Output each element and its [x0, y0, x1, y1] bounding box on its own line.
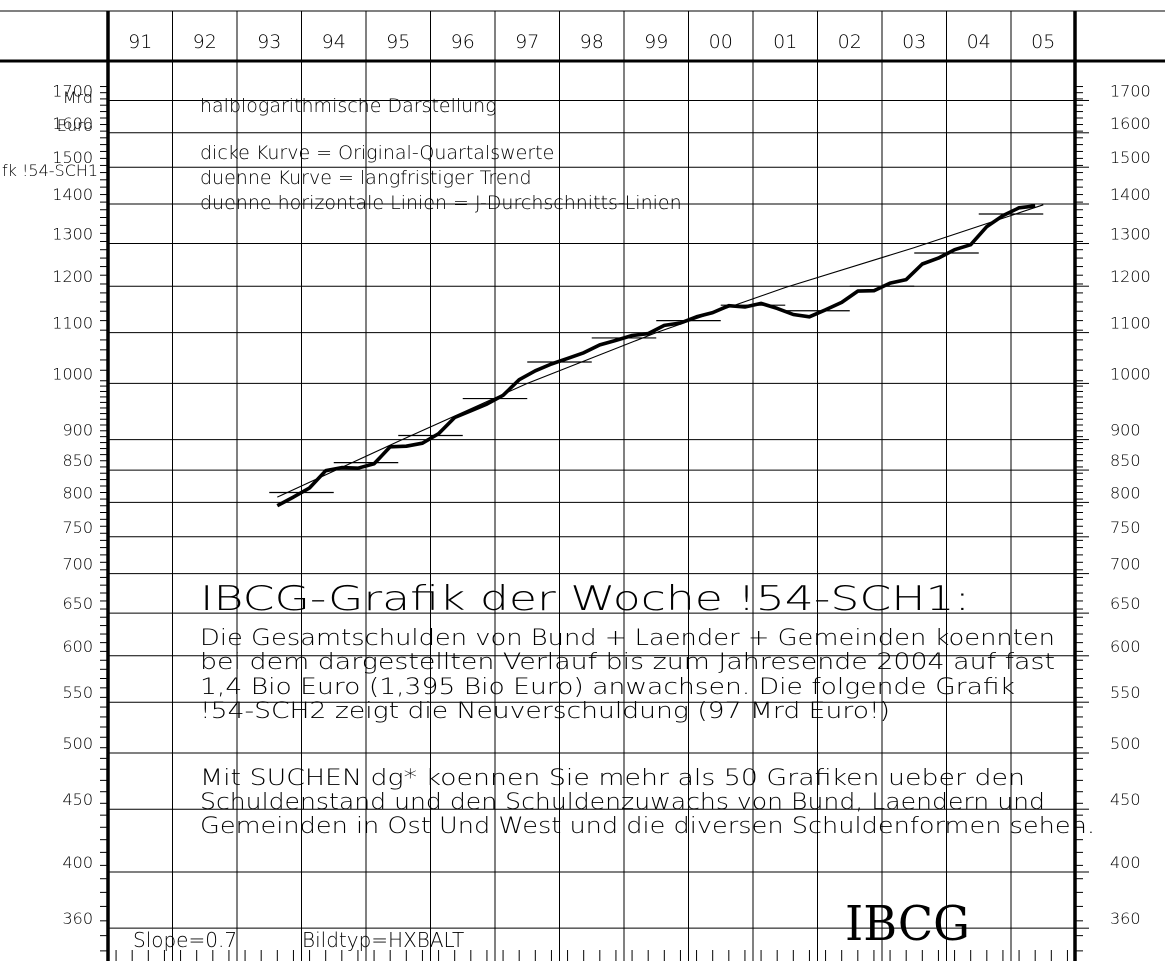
- footer-slope: Slope=0.7: [133, 928, 237, 952]
- paragraph-line: Gemeinden in Ost Und West und die divers…: [200, 814, 1095, 839]
- ibcg-logo: IBCG: [845, 896, 970, 952]
- left-chart-code-label: fk !54-SCH1: [2, 161, 98, 180]
- y-tick-label-right: 1000: [1110, 364, 1151, 383]
- y-tick-label-left: 650: [62, 594, 93, 613]
- y-tick-label-left: 1100: [52, 314, 93, 333]
- y-tick-label-right: 360: [1110, 909, 1141, 928]
- axis-ticks: [100, 86, 1089, 961]
- note-line: duenne Kurve = langfristiger Trend: [200, 167, 532, 189]
- y-tick-label-left: 900: [62, 421, 93, 440]
- y-tick-label-right: 650: [1110, 594, 1141, 613]
- x-tick-label: 97: [515, 31, 539, 53]
- chart-annotations: halblogarithmische Darstellung dicke Kurv…: [2, 95, 1095, 952]
- y-tick-label-right: 800: [1110, 483, 1141, 502]
- y-tick-label-right: 1300: [1110, 225, 1151, 244]
- x-tick-label: 01: [773, 31, 797, 53]
- footer-bildtyp: Bildtyp=HXBALT: [302, 928, 464, 952]
- x-tick-label: 02: [838, 31, 862, 53]
- note-line: dicke Kurve = Original-Quartalswerte: [200, 142, 554, 164]
- paragraph-line: bei dem dargestellten Verlauf bis zum Ja…: [200, 650, 1055, 675]
- y-tick-label-right: 1500: [1110, 148, 1151, 167]
- y-tick-label-left: 1500: [52, 148, 93, 167]
- y-tick-label-left: 450: [62, 790, 93, 809]
- y-tick-label-right: 900: [1110, 421, 1141, 440]
- y-tick-label-left: 1300: [52, 225, 93, 244]
- y-tick-label-right: 600: [1110, 637, 1141, 656]
- y-tick-label-left: 800: [62, 483, 93, 502]
- paragraph-line: Schuldenstand und den Schuldenzuwachs vo…: [200, 790, 1045, 815]
- y-tick-label-right: 450: [1110, 790, 1141, 809]
- y-tick-label-left: 550: [62, 683, 93, 702]
- y-axis-labels: 360 360 400 400 450 450 500 500 550 550 600 600 650 6…: [52, 81, 1150, 928]
- y-tick-label-left: 1200: [52, 267, 93, 286]
- chart-marks: [269, 204, 1044, 508]
- y-tick-label-left: 600: [62, 637, 93, 656]
- paragraph-line: Mit SUCHEN dg* koennen Sie mehr als 50 G…: [200, 766, 1025, 791]
- y-tick-label-right: 1700: [1110, 81, 1151, 100]
- headline: IBCG-Grafik der Woche !54-SCH1:: [200, 579, 970, 619]
- y-tick-label-left: 360: [62, 909, 93, 928]
- y-tick-label-left: 850: [62, 451, 93, 470]
- x-tick-label: 91: [128, 31, 152, 53]
- x-tick-label: 98: [580, 31, 604, 53]
- y-tick-label-right: 400: [1110, 853, 1141, 872]
- y-unit-label: Euro: [57, 116, 93, 135]
- y-tick-label-right: 500: [1110, 734, 1141, 753]
- x-tick-label: 04: [967, 31, 991, 53]
- x-tick-label: 99: [644, 31, 668, 53]
- y-tick-label-left: 1400: [52, 185, 93, 204]
- x-tick-label: 05: [1031, 31, 1055, 53]
- note-line: halblogarithmische Darstellung: [200, 95, 497, 117]
- x-tick-label: 96: [451, 31, 475, 53]
- trend-line: [277, 204, 1044, 498]
- x-tick-label: 03: [902, 31, 926, 53]
- y-tick-label-left: 1000: [52, 364, 93, 383]
- note-line: duenne horizontale Linien = J-Durchschni…: [200, 192, 682, 214]
- y-tick-label-left: 1700: [52, 81, 93, 100]
- y-tick-label-right: 700: [1110, 555, 1141, 574]
- y-unit-label: Mrd: [63, 88, 93, 107]
- y-tick-label-left: 500: [62, 734, 93, 753]
- y-tick-label-left: 400: [62, 853, 93, 872]
- x-tick-label: 00: [709, 31, 733, 53]
- y-tick-label-right: 850: [1110, 451, 1141, 470]
- paragraph-line: !54-SCH2 zeigt die Neuverschuldung (97 M…: [200, 699, 890, 724]
- x-axis-labels: 91 92 93 94 95 96 97 98 99 00 01 02 03 04 05: [128, 31, 1055, 53]
- x-tick-label: 92: [193, 31, 217, 53]
- y-tick-label-left: 750: [62, 518, 93, 537]
- x-tick-label: 94: [322, 31, 346, 53]
- paragraph-line: 1,4 Bio Euro (1,395 Bio Euro) anwachsen.…: [200, 675, 1015, 700]
- x-tick-label: 95: [386, 31, 410, 53]
- y-tick-label-right: 1100: [1110, 314, 1151, 333]
- y-tick-label-right: 1200: [1110, 267, 1151, 286]
- x-tick-label: 93: [257, 31, 281, 53]
- y-tick-label-left: 1600: [52, 114, 93, 133]
- y-tick-label-right: 1400: [1110, 185, 1151, 204]
- y-tick-label-right: 1600: [1110, 114, 1151, 133]
- y-tick-label-right: 750: [1110, 518, 1141, 537]
- y-tick-label-left: 700: [62, 555, 93, 574]
- y-tick-label-right: 550: [1110, 683, 1141, 702]
- quarterly-values-line: [276, 204, 1036, 508]
- paragraph-line: Die Gesamtschulden von Bund + Laender + …: [200, 626, 1055, 651]
